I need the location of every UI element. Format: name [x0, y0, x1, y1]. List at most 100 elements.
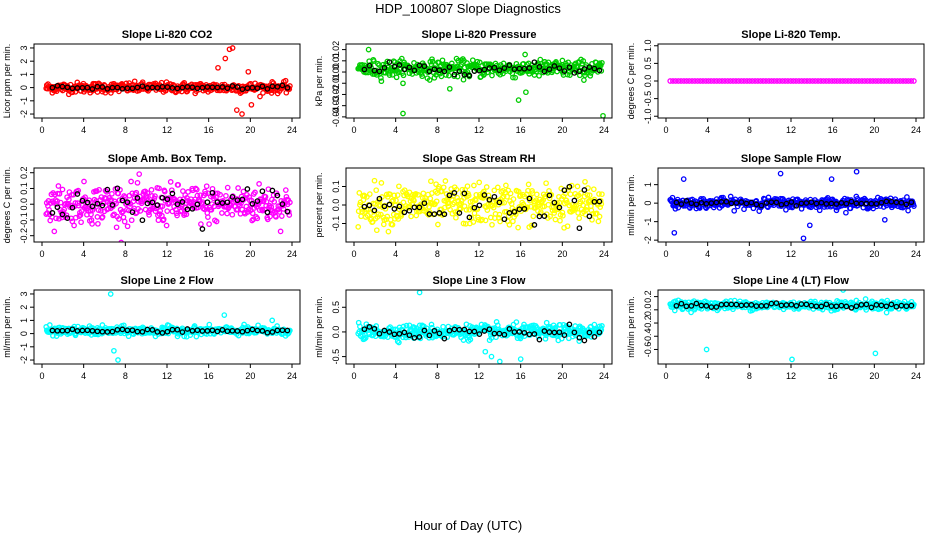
- data-point: [143, 192, 150, 199]
- outlier-point: [600, 112, 606, 118]
- points-group: [43, 45, 293, 117]
- data-point: [902, 78, 909, 84]
- data-point: [886, 78, 893, 84]
- hourly-point: [199, 84, 206, 91]
- data-point: [528, 222, 535, 229]
- hourly-point: [888, 301, 895, 308]
- panel-y-axis-label: Licor ppm per min.: [2, 44, 12, 119]
- hourly-point: [89, 86, 96, 92]
- data-point: [160, 216, 167, 223]
- data-point: [471, 210, 478, 217]
- hourly-point: [466, 72, 473, 79]
- hourly-point: [249, 200, 256, 207]
- data-point: [801, 78, 808, 84]
- data-point: [362, 335, 369, 341]
- data-point: [202, 190, 209, 197]
- hourly-point: [903, 303, 910, 310]
- hourly-point: [396, 330, 403, 337]
- outlier-point: [488, 353, 495, 360]
- data-point: [358, 213, 364, 220]
- data-point: [124, 223, 131, 230]
- y-tick-label: -0.6: [643, 342, 653, 358]
- data-point: [878, 78, 884, 84]
- hourly-point: [843, 200, 850, 207]
- data-point: [144, 190, 151, 196]
- hourly-point: [361, 203, 368, 210]
- data-point: [273, 213, 279, 220]
- data-point: [465, 192, 472, 199]
- hourly-point: [596, 67, 603, 74]
- data-point: [453, 214, 459, 221]
- x-tick-label: 4: [705, 371, 710, 381]
- points-group: [43, 171, 293, 242]
- y-tick-label: 0.0: [643, 75, 653, 88]
- x-tick-label: 12: [474, 125, 484, 135]
- data-point: [252, 189, 258, 196]
- data-point: [843, 209, 849, 216]
- data-point: [59, 186, 66, 193]
- data-point: [454, 194, 460, 201]
- data-point: [72, 200, 79, 206]
- hourly-point: [406, 207, 413, 214]
- data-point: [75, 202, 82, 209]
- hourly-point: [164, 84, 171, 90]
- hourly-point: [219, 200, 226, 206]
- hourly-point: [361, 326, 368, 333]
- data-point: [765, 78, 772, 84]
- data-point: [744, 78, 750, 84]
- hourly-point: [446, 192, 453, 199]
- data-point: [510, 74, 516, 81]
- data-point: [464, 60, 470, 66]
- data-point: [357, 323, 363, 330]
- data-point: [71, 222, 77, 229]
- hourly-point: [421, 327, 428, 334]
- hourly-point: [214, 328, 221, 335]
- data-point: [702, 78, 709, 84]
- data-point: [442, 178, 449, 184]
- y-tick-label: -0.2: [643, 315, 653, 331]
- y-tick-label: 1.0: [643, 40, 653, 53]
- hourly-point: [179, 199, 186, 205]
- hourly-point: [868, 304, 875, 311]
- hourly-point: [189, 205, 196, 212]
- hourly-point: [119, 197, 126, 204]
- data-point: [578, 190, 584, 197]
- data-point: [694, 78, 701, 84]
- data-point: [727, 193, 734, 200]
- data-point: [403, 322, 410, 329]
- hourly-point: [284, 208, 291, 215]
- hourly-point: [678, 201, 685, 207]
- x-tick-label: 24: [599, 371, 609, 381]
- data-point: [185, 189, 191, 195]
- hourly-point: [386, 59, 393, 65]
- x-tick-label: 24: [599, 125, 609, 135]
- outlier-point: [222, 55, 229, 62]
- x-tick-label: 24: [911, 125, 921, 135]
- hourly-point: [541, 213, 548, 219]
- data-point: [589, 216, 595, 223]
- data-point: [257, 93, 263, 100]
- data-point: [455, 57, 462, 64]
- data-point: [730, 78, 737, 84]
- hourly-point: [763, 302, 770, 309]
- data-point: [845, 78, 852, 84]
- hourly-point: [748, 199, 755, 206]
- data-point: [192, 185, 199, 192]
- points-group: [43, 291, 293, 363]
- y-tick-label: 0.0: [331, 199, 341, 212]
- data-point: [591, 321, 598, 328]
- y-tick-label: 3: [19, 45, 29, 50]
- data-point: [148, 187, 155, 193]
- data-point: [55, 183, 62, 189]
- hourly-point: [566, 183, 573, 190]
- data-point: [371, 177, 378, 184]
- y-tick-label: -0.2: [19, 228, 29, 244]
- data-point: [433, 198, 440, 205]
- hourly-point: [114, 185, 121, 192]
- data-point: [137, 208, 144, 214]
- data-point: [440, 323, 446, 330]
- data-point: [136, 171, 143, 177]
- x-tick-label: 20: [557, 249, 567, 259]
- hourly-point: [713, 199, 720, 206]
- hourly-point: [74, 191, 81, 197]
